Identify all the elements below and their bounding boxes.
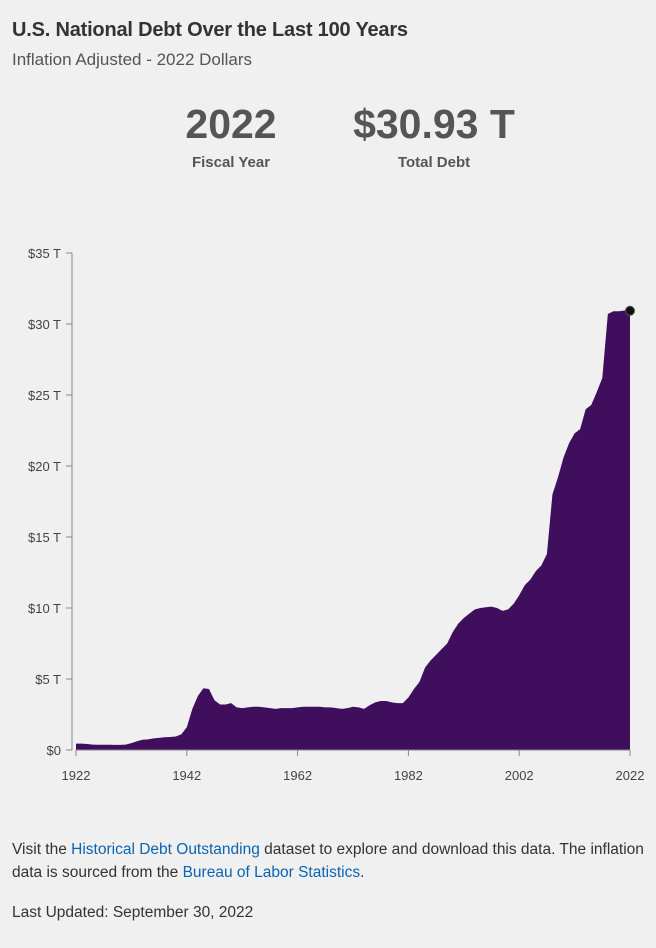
total-debt-label: Total Debt: [397, 154, 471, 171]
y-tick-label: $25 T: [28, 388, 61, 403]
chart-subtitle: Inflation Adjusted - 2022 Dollars: [12, 50, 253, 69]
historical-debt-link[interactable]: Historical Debt Outstanding: [71, 841, 260, 858]
x-tick-label: 2022: [616, 768, 645, 783]
y-tick-label: $35 T: [28, 246, 61, 261]
x-tick-label: 1982: [394, 768, 423, 783]
highlight-point-marker: [625, 305, 635, 316]
y-tick-label: $0: [47, 743, 61, 758]
debt-area-chart[interactable]: $0 $5 T $10 T $15 T $20 T $25 T $30 T $35 T 1922…: [0, 230, 656, 790]
footer-text-1: Visit the: [12, 841, 72, 858]
y-tick-label: $30 T: [28, 317, 61, 332]
x-tick-label: 1922: [62, 768, 91, 783]
chart-title: U.S. National Debt Over the Last 100 Yea…: [12, 19, 408, 41]
x-tick-label: 2002: [505, 768, 534, 783]
y-tick-label: $5 T: [35, 672, 61, 687]
total-debt-stat: $30.93 T Total Debt: [334, 100, 534, 171]
footer-note: Visit the Historical Debt Outstanding da…: [12, 838, 648, 884]
y-tick-label: $20 T: [28, 459, 61, 474]
debt-area-series: [76, 310, 630, 750]
last-updated: Last Updated: September 30, 2022: [12, 904, 254, 921]
total-debt-value: $30.93 T: [353, 101, 515, 147]
fiscal-year-stat: 2022 Fiscal Year: [131, 100, 331, 171]
y-tick-label: $15 T: [28, 530, 61, 545]
footer-text-3: .: [360, 864, 365, 881]
bls-link[interactable]: Bureau of Labor Statistics: [182, 864, 361, 881]
x-tick-label: 1962: [283, 768, 312, 783]
y-tick-label: $10 T: [28, 601, 61, 616]
fiscal-year-label: Fiscal Year: [191, 154, 271, 171]
footer-text-2: dataset to explore and download this dat…: [12, 841, 644, 881]
x-tick-label: 1942: [172, 768, 201, 783]
fiscal-year-value: 2022: [185, 101, 277, 147]
